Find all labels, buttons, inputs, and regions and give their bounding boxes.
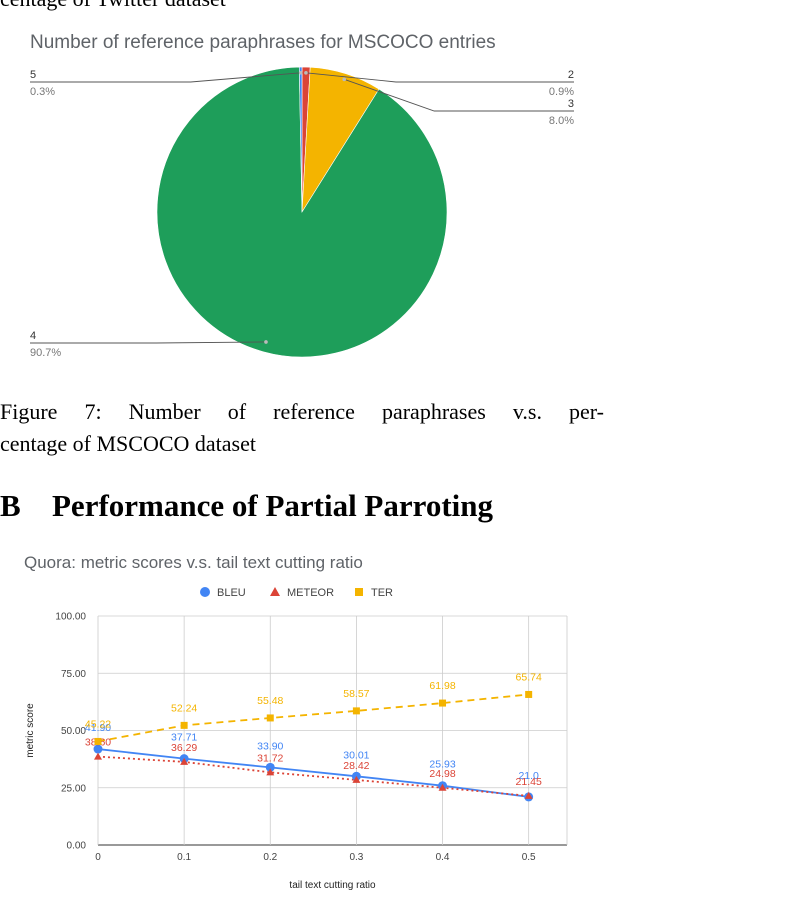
data-label-meteor: 36.29	[171, 742, 197, 754]
point-ter	[525, 690, 533, 698]
legend-marker	[200, 587, 210, 597]
pie-percent-5: 0.3%	[30, 86, 55, 98]
x-tick-label: 0.1	[177, 852, 191, 863]
data-label-ter: 45.22	[85, 718, 111, 730]
pie-slice-5	[298, 66, 303, 213]
data-label-meteor: 24.98	[429, 768, 455, 780]
data-label-bleu: 30.01	[343, 749, 369, 761]
caption-word: v.s.	[512, 399, 542, 424]
pie-callout-line-2	[305, 72, 574, 83]
series-line-meteor	[97, 755, 529, 797]
pie-percent-2: 0.9%	[549, 86, 574, 98]
pie-label-2: 2	[568, 69, 574, 81]
point-ter	[180, 721, 188, 729]
caption-word: reference	[273, 399, 355, 424]
point-meteor	[94, 752, 102, 760]
pie-callout-dot-5	[298, 71, 303, 75]
previous-caption-fragment: centage of Twitter dataset	[0, 0, 226, 12]
legend-label: METEOR	[287, 587, 334, 599]
caption-word: Number	[128, 399, 201, 424]
data-label-ter: 58.57	[343, 688, 369, 700]
pie-label-4: 4	[30, 330, 36, 342]
data-label-ter: 61.98	[429, 680, 455, 692]
y-tick-label: 25.00	[61, 783, 86, 794]
legend-item-meteor: METEOR	[270, 587, 334, 599]
figure-7-caption: Figure 7: Number of reference paraphrases v.s.…	[0, 396, 604, 460]
line-chart: BLEU METEOR TER 0.00 25.00 50.00 75.00 100.00 0 0…	[25, 587, 568, 891]
section-number: B	[0, 488, 21, 523]
pie-label-3: 3	[568, 98, 574, 110]
point-bleu	[93, 744, 103, 754]
x-tick-label: 0.5	[522, 852, 536, 863]
pie-callout-line-3	[344, 78, 574, 112]
data-label-bleu: 37.71	[171, 732, 197, 744]
legend-label: TER	[371, 587, 393, 599]
data-label-meteor: 28.42	[343, 760, 369, 772]
point-meteor	[180, 757, 189, 765]
y-tick-label: 50.00	[61, 726, 86, 737]
point-meteor	[524, 791, 533, 799]
data-label-bleu: 25.93	[429, 759, 455, 771]
series-line-bleu	[97, 748, 529, 798]
pie-callout-line-4	[30, 341, 266, 344]
y-tick-label: 75.00	[61, 669, 86, 680]
legend-marker	[270, 587, 280, 596]
data-label-bleu: 33.90	[257, 740, 283, 752]
x-tick-label: 0.2	[263, 852, 277, 863]
x-axis-label: tail text cutting ratio	[289, 880, 376, 891]
data-label-ter: 55.48	[257, 695, 283, 707]
section-heading: B Performance of Partial Parroting	[0, 488, 493, 524]
point-meteor	[438, 783, 447, 791]
point-meteor	[266, 768, 275, 776]
line-chart-title: Quora: metric scores v.s. tail text cutt…	[24, 553, 363, 572]
section-title: Performance of Partial Parroting	[52, 488, 494, 523]
pie-percent-4: 90.7%	[30, 347, 61, 359]
legend-marker	[355, 588, 363, 596]
legend-item-bleu: BLEU	[200, 587, 246, 599]
point-ter	[352, 707, 360, 715]
data-label-meteor: 21.45	[516, 776, 542, 788]
data-label-meteor: 31.72	[257, 752, 283, 764]
y-tick-label: 100.00	[55, 612, 86, 623]
y-tick-label: 0.00	[67, 841, 87, 852]
pie-callout-line-5	[30, 72, 301, 83]
pie-callout-dot-4	[264, 340, 268, 344]
series-line-ter	[97, 693, 529, 743]
point-ter	[439, 699, 447, 707]
data-label-bleu: 41.90	[85, 722, 111, 734]
x-tick-label: 0.4	[436, 852, 450, 863]
pie-callout-dot-3	[342, 77, 347, 82]
point-meteor	[352, 775, 361, 783]
x-tick-label: 0	[95, 852, 101, 863]
pie-percent-3: 8.0%	[549, 115, 574, 127]
legend-label: BLEU	[217, 587, 246, 599]
figure-7-caption-line1: Figure 7: Number of reference paraphrases v.s.…	[0, 396, 604, 428]
data-label-bleu: 21.0	[518, 770, 539, 782]
y-axis-label: metric score	[25, 703, 36, 758]
point-ter	[266, 714, 274, 722]
pie-chart: 2 0.9%3 8.0% 4 90.7% 5 0.3%	[30, 66, 574, 359]
pie-chart-title: Number of reference paraphrases for MSCO…	[30, 32, 496, 53]
legend-item-ter: TER	[355, 587, 393, 599]
caption-word: 7:	[84, 399, 102, 424]
data-label-ter: 52.24	[171, 702, 197, 714]
pie-callout-dot-2	[304, 71, 308, 75]
data-label-ter: 65.74	[516, 671, 542, 683]
caption-word: Figure	[0, 399, 58, 424]
caption-word: of	[227, 399, 247, 424]
caption-word: paraphrases	[381, 399, 486, 424]
point-bleu	[265, 762, 275, 772]
caption-word: per-	[569, 399, 604, 424]
point-ter	[94, 737, 102, 745]
x-tick-label: 0.3	[349, 852, 363, 863]
pie-label-5: 5	[30, 69, 36, 81]
figure-7-caption-line2: centage of MSCOCO dataset	[0, 431, 256, 456]
